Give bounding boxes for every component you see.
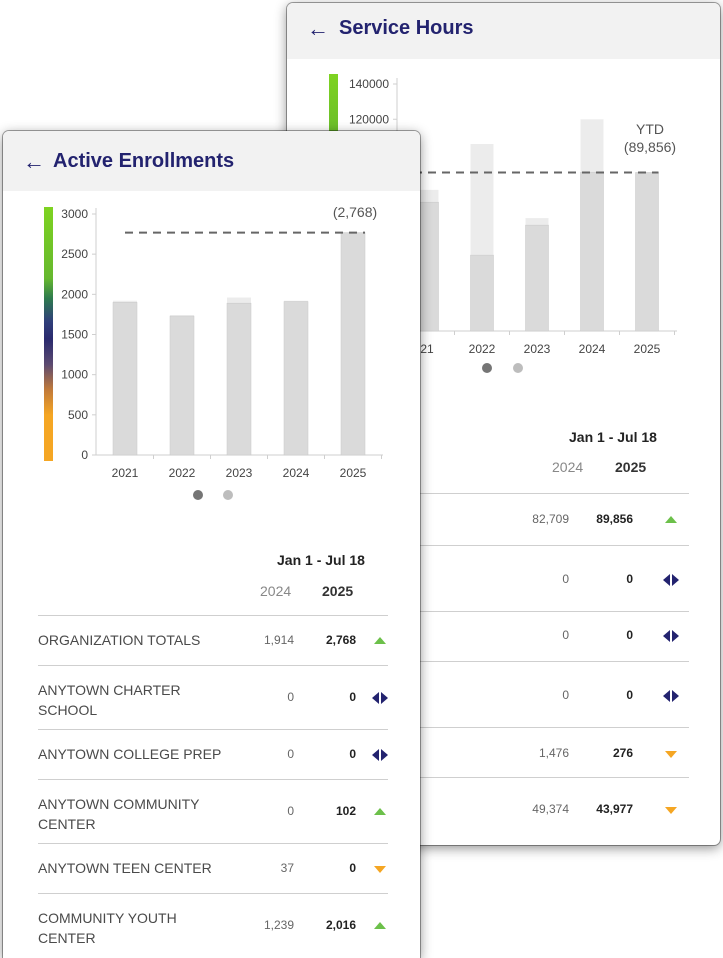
curr-year-header: 2025 (322, 583, 354, 599)
table-row[interactable]: ORGANIZATION TOTALS 1,914 2,768 (38, 615, 388, 666)
page-title: Active Enrollments (53, 150, 235, 172)
active-enrollments-header: ← Active Enrollments (3, 131, 420, 191)
row-curr-value: 2,016 (325, 918, 356, 932)
row-prev-value: 1,476 (538, 746, 569, 760)
x-tick-label: 2023 (226, 466, 253, 480)
active-enrollments-card: ← Active Enrollments 3000 2500 2000 1500 100… (3, 131, 420, 958)
y-tick-label: 140000 (349, 77, 389, 91)
pager-dot-2[interactable] (223, 490, 233, 500)
row-prev-value: 49,374 (532, 802, 569, 816)
bar-2024[interactable] (283, 301, 309, 456)
pager-dot-1[interactable] (482, 363, 492, 373)
row-prev-value: 0 (287, 747, 294, 761)
row-name: ORGANIZATION TOTALS (38, 632, 201, 648)
trend-down-icon (372, 863, 388, 875)
date-range: Jan 1 - Jul 18 (277, 552, 365, 568)
x-tick-label: 2024 (283, 466, 310, 480)
arrow-left-icon[interactable]: ← (307, 16, 329, 41)
row-name: ANYTOWN CHARTER SCHOOL (38, 682, 181, 718)
table-row[interactable]: ANYTOWN TEEN CENTER 37 0 (38, 843, 388, 894)
row-curr-value: 0 (626, 688, 633, 702)
row-curr-value: 0 (626, 572, 633, 586)
table-row[interactable]: COMMUNITY YOUTH CENTER 1,239 2,016 (38, 893, 388, 958)
row-name: ANYTOWN COMMUNITY CENTER (38, 796, 200, 832)
y-tick-label: 0 (81, 448, 88, 462)
trend-down-icon (663, 804, 679, 816)
arrow-left-icon[interactable]: ← (23, 149, 45, 174)
pager-dot-1[interactable] (193, 490, 203, 500)
row-prev-value: 0 (287, 690, 294, 704)
prev-year-header: 2024 (260, 583, 292, 599)
row-curr-value: 276 (612, 746, 633, 760)
y-tick-label: 500 (68, 408, 88, 422)
no-change-icon (663, 690, 679, 702)
x-tick-label: 2025 (634, 342, 661, 356)
bar-2021[interactable] (112, 302, 138, 456)
y-tick-label: 1500 (61, 328, 88, 342)
bar-2024[interactable] (580, 171, 604, 332)
no-change-icon (372, 749, 388, 761)
row-prev-value: 37 (280, 861, 294, 875)
y-tick-label: 120000 (349, 112, 389, 126)
row-curr-value: 102 (335, 804, 356, 818)
row-prev-value: 0 (287, 804, 294, 818)
prev-year-header: 2024 (552, 459, 584, 475)
gradient-scale (44, 207, 53, 461)
row-curr-value: 2,768 (325, 633, 356, 647)
page-title: Service Hours (339, 17, 474, 39)
curr-year-header: 2025 (615, 459, 647, 475)
row-name: ANYTOWN COLLEGE PREP (38, 746, 222, 762)
trend-up-icon (372, 635, 388, 647)
x-tick-label: 2023 (524, 342, 551, 356)
x-tick-label: 2022 (469, 342, 496, 356)
no-change-icon (663, 574, 679, 586)
bar-2025[interactable] (635, 172, 659, 332)
ytd-annotation: YTD (636, 121, 664, 137)
table-row[interactable]: ANYTOWN COMMUNITY CENTER 0 102 (38, 779, 388, 844)
service-hours-header: ← Service Hours (287, 3, 720, 59)
pager-dot-2[interactable] (513, 363, 523, 373)
trend-up-icon (663, 514, 679, 526)
row-curr-value: 0 (349, 747, 356, 761)
y-tick-label: 2000 (61, 287, 88, 301)
row-curr-value: 89,856 (596, 512, 633, 526)
row-name: ANYTOWN TEEN CENTER (38, 860, 212, 876)
row-curr-value: 0 (349, 861, 356, 875)
no-change-icon (372, 692, 388, 704)
row-prev-value: 0 (562, 628, 569, 642)
y-tick-label: 2500 (61, 247, 88, 261)
row-curr-value: 43,977 (596, 802, 633, 816)
x-tick-label: 2022 (169, 466, 196, 480)
row-name: COMMUNITY YOUTH CENTER (38, 910, 177, 946)
x-tick-label: 2021 (112, 466, 139, 480)
row-prev-value: 1,914 (263, 633, 294, 647)
y-tick-label: 1000 (61, 368, 88, 382)
x-tick-label: 21 (420, 342, 434, 356)
row-prev-value: 0 (562, 688, 569, 702)
trend-down-icon (663, 748, 679, 760)
bar-2023[interactable] (525, 224, 549, 332)
y-tick-label: 3000 (61, 207, 88, 221)
bar-2022[interactable] (470, 254, 494, 332)
x-tick-label: 2025 (340, 466, 367, 480)
row-curr-value: 0 (349, 690, 356, 704)
date-range: Jan 1 - Jul 18 (569, 429, 657, 445)
x-tick-label: 2024 (579, 342, 606, 356)
ytd-annotation: (2,768) (333, 204, 377, 220)
bar-2025[interactable] (340, 232, 366, 456)
row-prev-value: 82,709 (532, 512, 569, 526)
row-curr-value: 0 (626, 628, 633, 642)
bar-2023[interactable] (226, 302, 252, 456)
trend-up-icon (372, 920, 388, 932)
active-enrollments-chart: 3000 2500 2000 1500 1000 500 0 2021 2022 2023 2024… (44, 204, 383, 480)
no-change-icon (663, 630, 679, 642)
row-prev-value: 0 (562, 572, 569, 586)
row-prev-value: 1,239 (263, 918, 294, 932)
trend-up-icon (372, 806, 388, 818)
ytd-annotation: (89,856) (624, 139, 676, 155)
table-row[interactable]: ANYTOWN CHARTER SCHOOL 0 0 (38, 665, 388, 730)
table-row[interactable]: ANYTOWN COLLEGE PREP 0 0 (38, 729, 388, 780)
service-hours-chart: 140000 120000 21 2022 2023 2024 2025 YTD (89,856… (329, 74, 677, 356)
bar-2022[interactable] (169, 315, 195, 456)
